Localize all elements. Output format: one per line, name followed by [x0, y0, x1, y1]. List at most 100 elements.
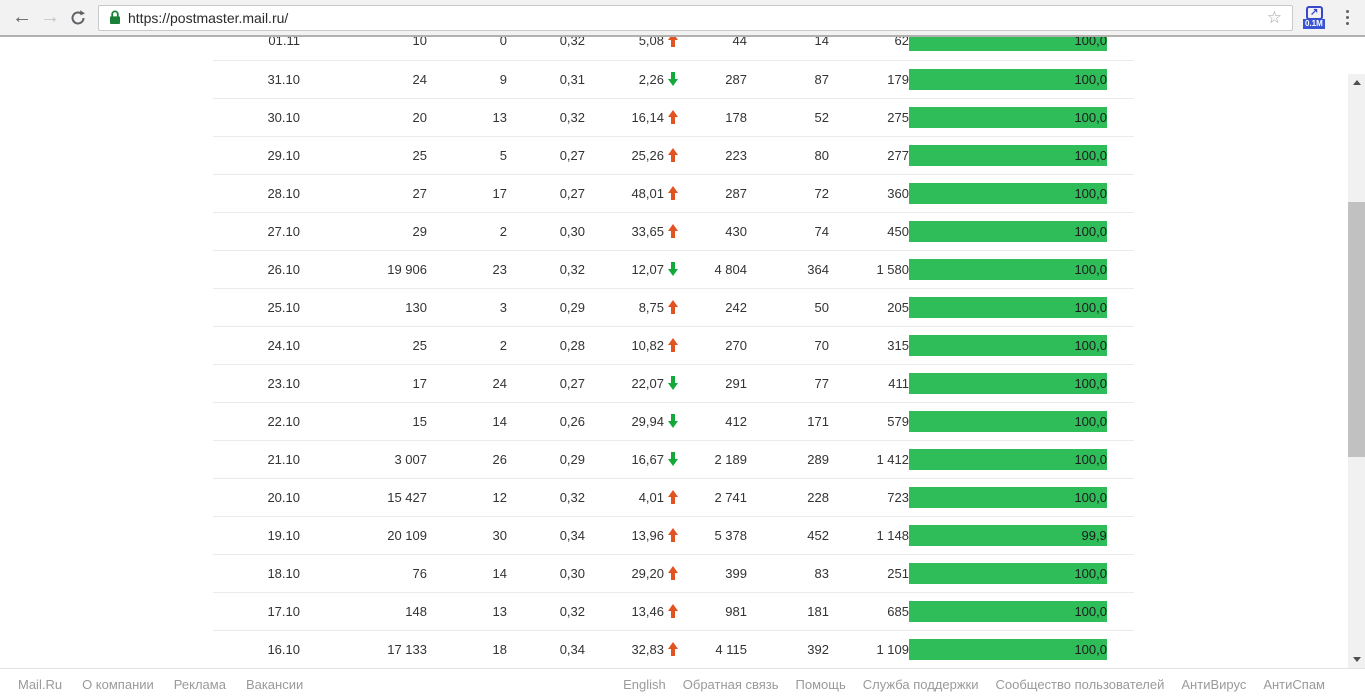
bar-cell: 100,0 [909, 440, 1134, 479]
address-bar[interactable]: https://postmaster.mail.ru/ ☆ [98, 4, 1293, 31]
date-cell: 22.10 [213, 402, 300, 441]
bar-cell: 100,0 [909, 326, 1134, 365]
footer-link[interactable]: Mail.Ru [18, 676, 63, 692]
delta-arrow-icon [668, 71, 678, 86]
footer-link[interactable]: Помощь [795, 676, 846, 692]
value-cell: 25 [300, 136, 427, 175]
table-row: 25.10 130 3 0,29 8,75 242 50 205 100,0 [213, 288, 1134, 327]
value-cell: 287 [678, 60, 747, 99]
value-cell: 24 [427, 364, 507, 403]
table-row: 31.10 24 9 0,31 2,26 287 87 179 100,0 [213, 60, 1134, 99]
value-cell: 52 [747, 98, 829, 137]
date-cell: 31.10 [213, 60, 300, 99]
footer: Mail.Ru О компании Реклама Вакансии English… [0, 668, 1365, 699]
value-cell: 452 [747, 516, 829, 555]
footer-link[interactable]: Реклама [173, 676, 226, 692]
reload-button[interactable] [64, 4, 92, 32]
delta-cell: 22,07 [585, 364, 678, 403]
delta-value: 16,67 [631, 451, 664, 467]
statistics-table: 01.11 10 0 0,32 5,08 44 14 62 100,0 31.1… [213, 37, 1134, 668]
delta-value: 25,26 [631, 147, 664, 163]
delta-cell: 16,14 [585, 98, 678, 137]
footer-link[interactable]: Сообщество пользователей [995, 676, 1165, 692]
value-cell: 4 115 [678, 630, 747, 668]
value-cell: 15 427 [300, 478, 427, 517]
delta-arrow-icon [668, 223, 678, 238]
arrow-up-right-icon: ↗ [1310, 6, 1319, 18]
delta-value: 33,65 [631, 223, 664, 239]
menu-button[interactable] [1337, 4, 1357, 32]
delta-value: 4,01 [638, 489, 664, 505]
value-cell: 50 [747, 288, 829, 327]
delta-cell: 33,65 [585, 212, 678, 251]
quality-bar: 100,0 [909, 486, 1107, 508]
extension-button[interactable]: ↗ 0.1M [1303, 3, 1329, 33]
delta-cell: 4,01 [585, 478, 678, 517]
value-cell: 3 [427, 288, 507, 327]
delta-cell: 32,83 [585, 630, 678, 668]
value-cell: 25 [300, 326, 427, 365]
back-button[interactable]: ← [12, 6, 32, 28]
vertical-scrollbar[interactable] [1348, 74, 1365, 668]
forward-button[interactable]: → [40, 6, 60, 28]
value-cell: 10 [300, 37, 427, 61]
table-row: 19.10 20 109 30 0,34 13,96 5 378 452 1 1… [213, 516, 1134, 555]
date-cell: 20.10 [213, 478, 300, 517]
scrollbar-thumb[interactable] [1348, 202, 1365, 457]
delta-cell: 13,46 [585, 592, 678, 631]
value-cell: 77 [747, 364, 829, 403]
quality-bar: 100,0 [909, 562, 1107, 584]
delta-value: 13,46 [631, 603, 664, 619]
value-cell: 275 [829, 98, 909, 137]
table-row: 24.10 25 2 0,28 10,82 270 70 315 100,0 [213, 326, 1134, 365]
date-cell: 28.10 [213, 174, 300, 213]
value-cell: 270 [678, 326, 747, 365]
footer-link[interactable]: English [623, 676, 666, 692]
value-cell: 15 [300, 402, 427, 441]
value-cell: 0,27 [507, 174, 585, 213]
footer-link[interactable]: Служба поддержки [862, 676, 979, 692]
footer-link[interactable]: Обратная связь [682, 676, 779, 692]
date-cell: 26.10 [213, 250, 300, 289]
value-cell: 0,27 [507, 136, 585, 175]
delta-cell: 5,08 [585, 37, 678, 61]
bar-cell: 100,0 [909, 60, 1134, 99]
value-cell: 76 [300, 554, 427, 593]
date-cell: 23.10 [213, 364, 300, 403]
bookmark-star-icon[interactable]: ☆ [1266, 7, 1282, 27]
value-cell: 23 [427, 250, 507, 289]
delta-arrow-icon [668, 641, 678, 656]
footer-link[interactable]: АнтиВирус [1181, 676, 1247, 692]
bar-cell: 100,0 [909, 288, 1134, 327]
value-cell: 0,30 [507, 554, 585, 593]
table-row: 18.10 76 14 0,30 29,20 399 83 251 100,0 [213, 554, 1134, 593]
date-cell: 25.10 [213, 288, 300, 327]
url-text[interactable]: https://postmaster.mail.ru/ [128, 9, 289, 26]
date-cell: 30.10 [213, 98, 300, 137]
delta-cell: 29,20 [585, 554, 678, 593]
delta-value: 5,08 [638, 37, 664, 49]
table-row: 20.10 15 427 12 0,32 4,01 2 741 228 723 … [213, 478, 1134, 517]
bar-cell: 100,0 [909, 98, 1134, 137]
value-cell: 14 [427, 402, 507, 441]
bar-cell: 100,0 [909, 364, 1134, 403]
footer-link[interactable]: О компании [82, 676, 154, 692]
value-cell: 3 007 [300, 440, 427, 479]
value-cell: 148 [300, 592, 427, 631]
value-cell: 430 [678, 212, 747, 251]
value-cell: 13 [427, 98, 507, 137]
value-cell: 5 378 [678, 516, 747, 555]
quality-bar: 100,0 [909, 296, 1107, 318]
value-cell: 9 [427, 60, 507, 99]
scroll-up-button[interactable] [1348, 74, 1365, 91]
delta-cell: 10,82 [585, 326, 678, 365]
footer-link[interactable]: АнтиСпам [1263, 676, 1325, 692]
delta-arrow-icon [668, 375, 678, 390]
footer-links-right: English Обратная связь Помощь Служба поддер… [623, 677, 1325, 692]
date-cell: 19.10 [213, 516, 300, 555]
https-lock-icon[interactable] [109, 10, 121, 25]
value-cell: 399 [678, 554, 747, 593]
scroll-down-button[interactable] [1348, 651, 1365, 668]
footer-link[interactable]: Вакансии [245, 676, 304, 692]
delta-value: 16,14 [631, 109, 664, 125]
